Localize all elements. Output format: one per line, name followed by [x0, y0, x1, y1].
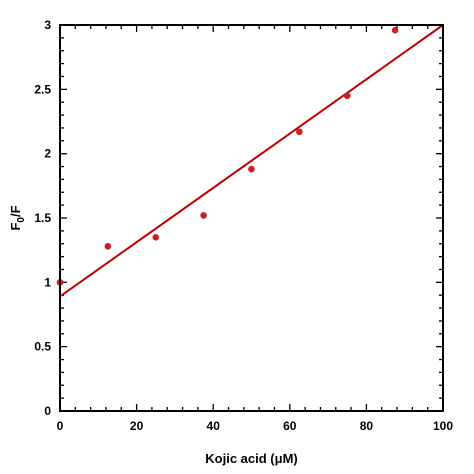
y-tick-label: 3: [44, 18, 51, 32]
x-tick-label: 0: [57, 419, 64, 433]
y-tick-label: 0.5: [34, 340, 51, 354]
y-axis-tick-labels: 0 0.5 1 1.5 2 2.5 3: [34, 18, 51, 418]
y-tick-label: 0: [44, 404, 51, 418]
x-tick-label: 60: [283, 419, 297, 433]
x-tick-label: 100: [433, 419, 453, 433]
data-point: [343, 92, 351, 100]
y-axis-ticks: [60, 24, 443, 412]
x-tick-label: 40: [207, 419, 221, 433]
y-tick-label: 2.5: [34, 82, 51, 96]
data-point: [104, 243, 112, 250]
data-point: [152, 234, 160, 241]
data-point: [296, 128, 303, 136]
x-tick-label: 20: [130, 419, 144, 433]
y-axis-label-tail: /F: [8, 205, 23, 217]
y-tick-label: 1.5: [34, 211, 51, 225]
data-point: [391, 26, 399, 34]
fit-line-group: [59, 24, 444, 298]
x-axis-tick-labels: 0 20 40 60 80 100: [57, 419, 454, 433]
plot-area-frame: [59, 24, 444, 412]
y-tick-label: 1: [44, 275, 51, 289]
x-tick-label: 80: [360, 419, 374, 433]
data-point: [248, 165, 255, 173]
y-axis-label-main: F: [8, 223, 23, 231]
x-axis-ticks: [59, 25, 444, 411]
x-axis-label: Kojic acid (μM): [205, 451, 297, 466]
data-points: [56, 26, 399, 286]
y-axis-label: F0/F: [8, 205, 27, 230]
data-point: [200, 212, 207, 219]
fit-line: [59, 24, 444, 298]
y-axis-label-subscript: 0: [16, 217, 27, 223]
y-tick-label: 2: [44, 147, 51, 161]
